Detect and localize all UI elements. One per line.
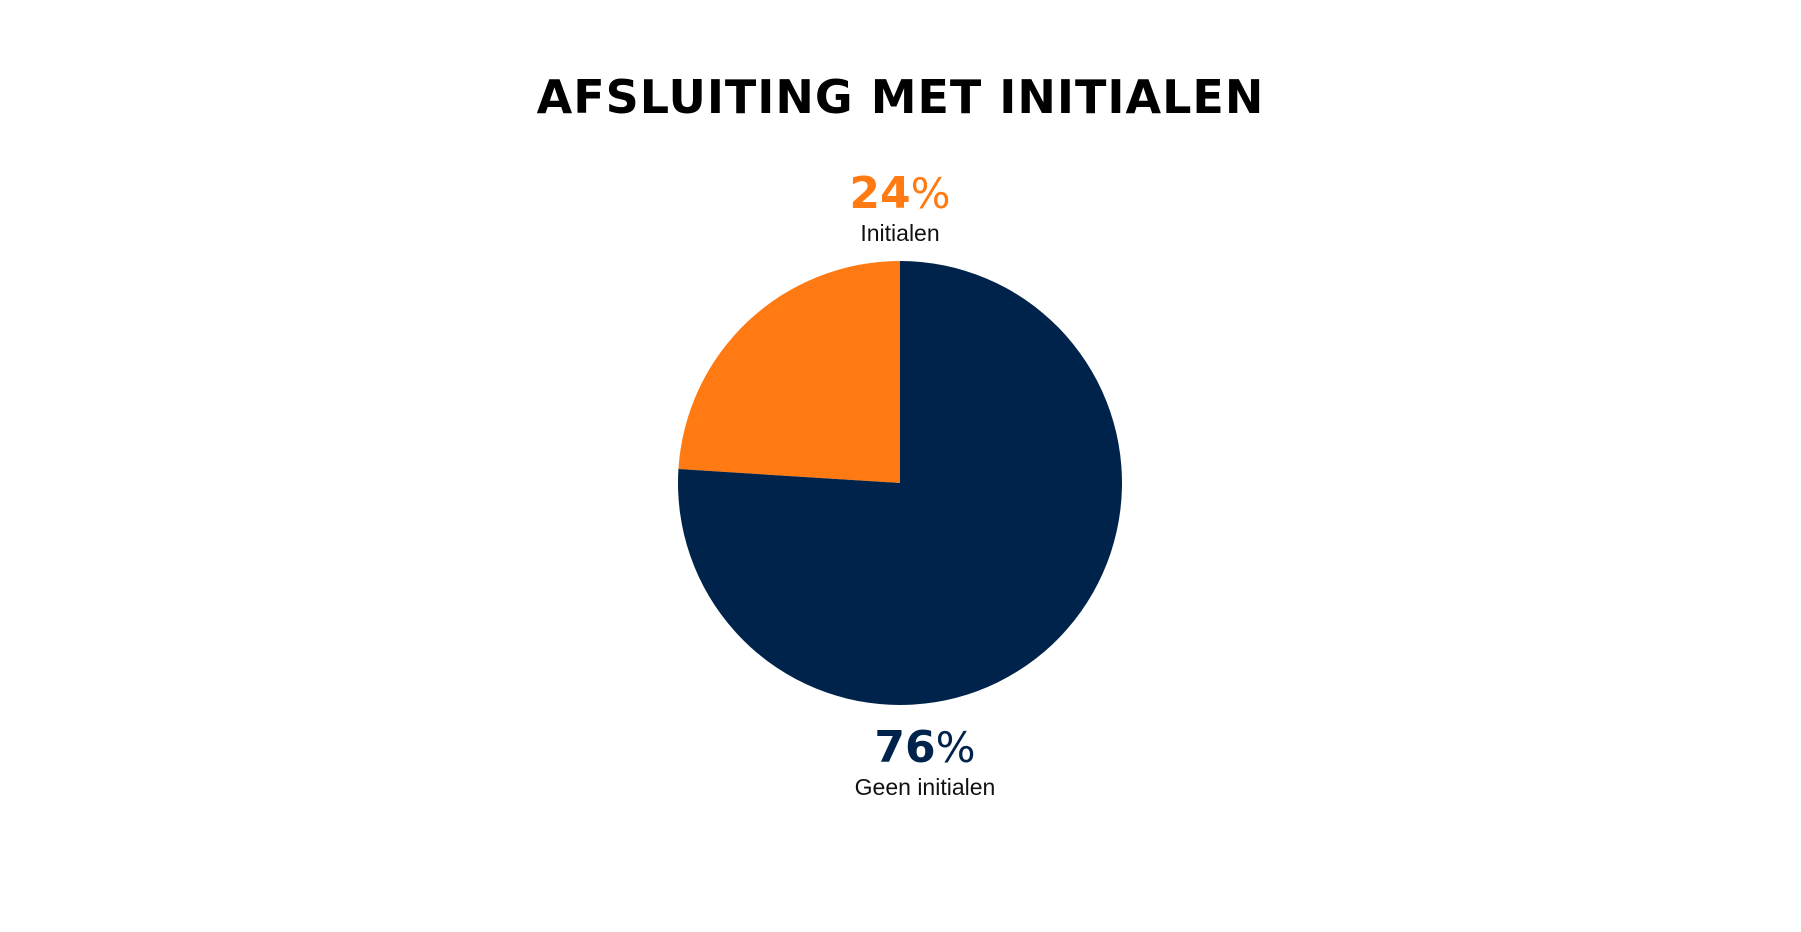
slice-percent-initialen: 24%	[700, 172, 1100, 216]
percent-sign: %	[935, 723, 976, 772]
chart-title: AFSLUITING MET INITIALEN	[536, 70, 1265, 124]
slice-category-geen-initialen: Geen initialen	[854, 774, 996, 800]
pie-slice-initialen	[678, 261, 900, 483]
pie-slice-geen-initialen	[678, 261, 1122, 705]
percent-sign: %	[910, 169, 951, 218]
slice-value-initialen: 24	[849, 168, 911, 219]
slice-value-geen-initialen: 76	[874, 722, 936, 773]
slice-label-initialen: 24% Initialen	[700, 172, 1100, 245]
slice-category-initialen: Initialen	[860, 220, 940, 246]
slice-percent-geen-initialen: 76%	[725, 726, 1125, 770]
slice-label-geen-initialen: 76% Geen initialen	[725, 726, 1125, 799]
